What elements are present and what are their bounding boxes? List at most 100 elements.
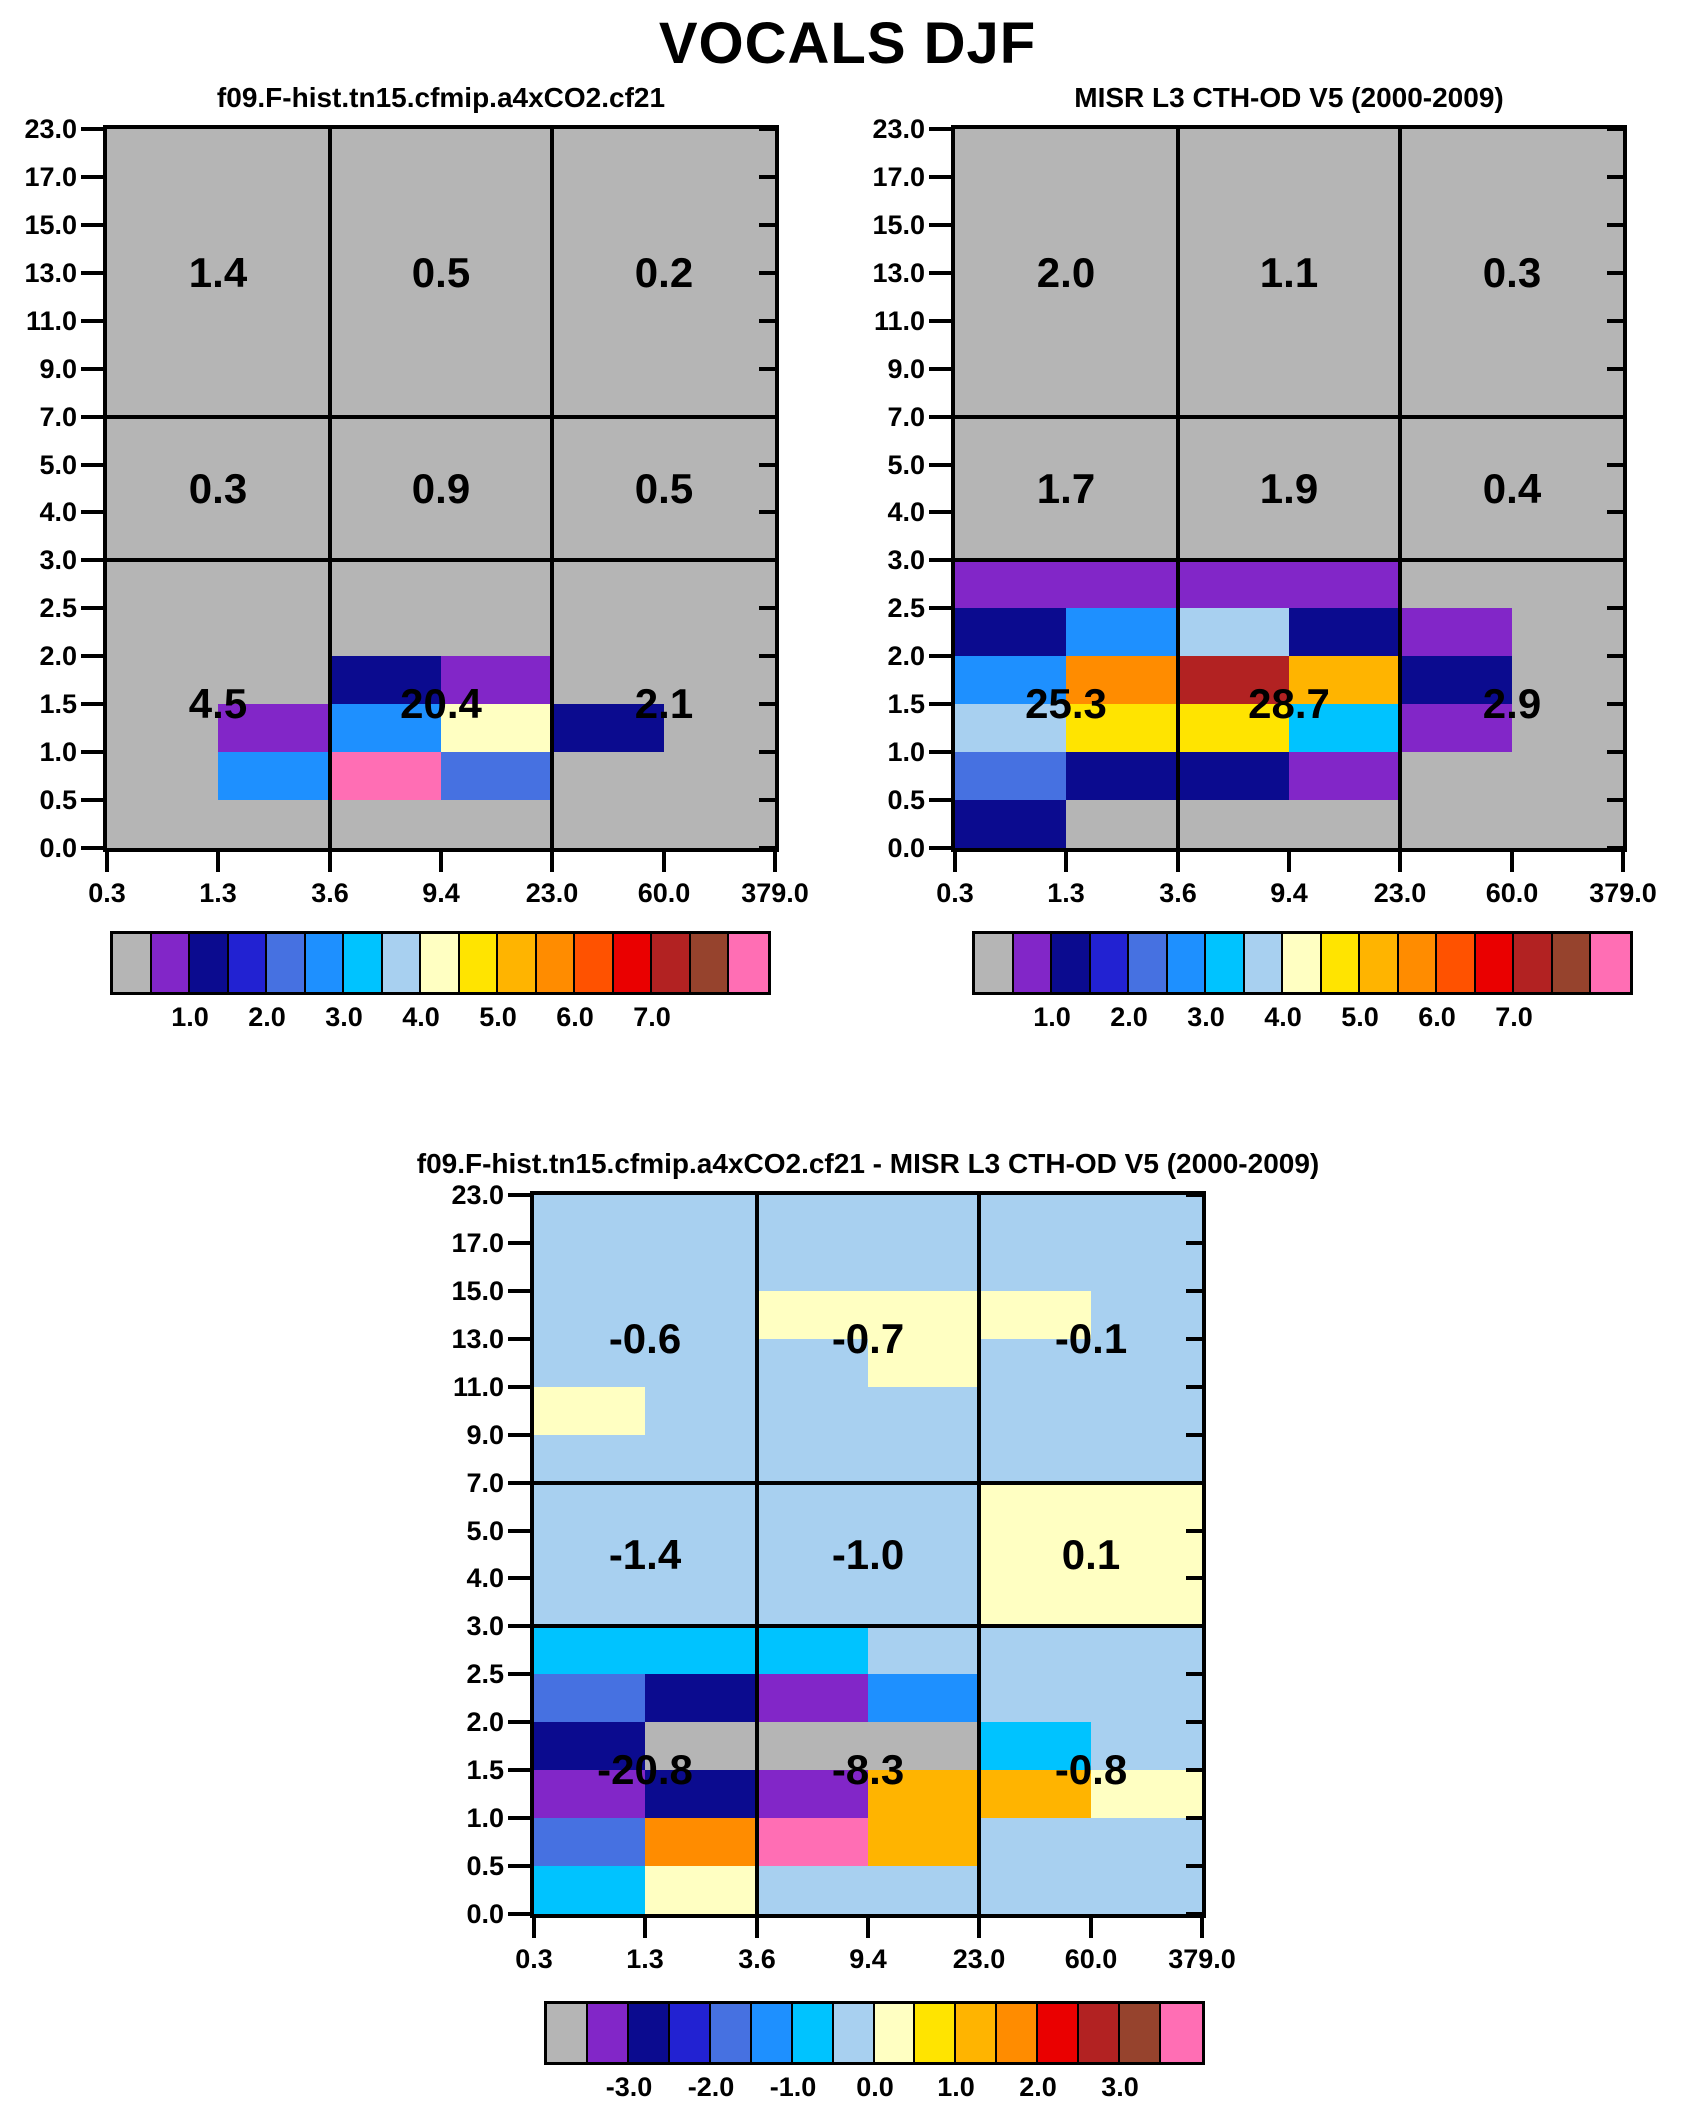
heatmap-cell [1066,417,1178,465]
y-axis-tick [508,1481,530,1485]
heatmap-cell [664,608,775,656]
heatmap-cell [552,512,664,560]
heatmap-cell [955,608,1066,656]
y-axis-tick-inner [759,271,775,275]
colorbar-tick-label: 4.0 [402,1002,440,1032]
y-axis-tick-inner [759,750,775,754]
y-axis-tick-inner [1186,1720,1202,1724]
y-axis-tick [929,558,951,562]
heatmap-cell [552,129,664,177]
heatmap-cell [1289,225,1400,273]
y-axis-tick-inner [1607,223,1623,227]
colorbar-box [997,2004,1038,2062]
heatmap-cell [1512,321,1623,369]
y-axis-tick-inner [1186,1672,1202,1676]
heatmap-cell [534,1866,645,1914]
colorbar-tick-label: 7.0 [633,1002,671,1032]
heatmap-cell [868,1866,979,1914]
heatmap-cell [757,1387,868,1435]
colorbar-box [498,934,537,992]
colorbar-box [1052,934,1091,992]
heatmap-cell [664,129,775,177]
colorbar-box [691,934,729,992]
heatmap-cell [979,1866,1091,1914]
y-axis-tick [508,1624,530,1628]
block-divider-vertical [1176,129,1180,848]
heatmap-cell [330,800,441,848]
heatmap-cell [868,1578,979,1626]
x-axis-tick [755,1918,759,1938]
y-axis-tick [508,1289,530,1293]
x-axis-tick [105,852,109,872]
y-axis-tick-inner [1607,319,1623,323]
block-value: -8.3 [831,1746,905,1793]
heatmap-cell [534,1626,645,1674]
heatmap-cell [868,1243,979,1291]
colorbar-box [588,2004,629,2062]
heatmap-cell [534,1578,645,1626]
colorbar-tick-label: 1.0 [171,1002,209,1032]
figure-title: VOCALS DJF [658,11,1037,76]
y-tick-label: 2.0 [39,641,77,671]
y-tick-label: 11.0 [25,306,77,336]
x-axis-tick [1621,852,1625,872]
heatmap-cell [330,752,441,800]
colorbar-tick-label: 6.0 [1418,1002,1456,1032]
heatmap-cell [955,177,1066,225]
colorbar-box [1079,2004,1120,2062]
colorbar-box [575,934,614,992]
block-value: -0.8 [1054,1746,1128,1793]
plot-border [951,125,1627,852]
block-value: 1.4 [188,249,248,296]
heatmap-cell [107,465,218,512]
y-axis-tick [81,846,103,850]
y-axis-tick-inner [1607,463,1623,467]
heatmap-cell [552,560,664,608]
heatmap-cell [664,369,775,417]
heatmap-cell [868,1387,979,1435]
x-axis-tick [773,852,777,872]
heatmap-cell [1091,1531,1202,1578]
y-axis-tick [929,654,951,658]
colorbar-tick-label: 5.0 [479,1002,517,1032]
y-tick-label: 11.0 [452,1372,504,1402]
heatmap-cell [107,177,218,225]
heatmap-cell [1178,273,1289,321]
block-value: -0.1 [1054,1315,1128,1362]
heatmap-cell [645,1866,757,1914]
colorbar-box [152,934,190,992]
y-tick-label: 1.5 [466,1755,504,1785]
heatmap-cell [664,704,775,752]
y-axis-tick [929,702,951,706]
y-axis-tick [81,367,103,371]
heatmap-cell [645,1722,757,1770]
colorbar-border [544,2001,1205,2065]
heatmap-cell [107,512,218,560]
y-tick-label: 1.0 [39,737,77,767]
heatmap-cell [1066,369,1178,417]
heatmap-cell [868,1435,979,1483]
heatmap-cell [1400,608,1512,656]
heatmap-cell [1512,225,1623,273]
x-axis-tick [1064,852,1068,872]
colorbar-box [421,934,460,992]
y-axis-tick [508,1433,530,1437]
y-tick-label: 5.0 [466,1516,504,1546]
heatmap-cell [441,752,552,800]
block-divider-horizontal [955,558,1623,562]
heatmap-cell [534,1770,645,1818]
heatmap-cell [1289,417,1400,465]
heatmap-cell [1178,465,1289,512]
heatmap-cell [1289,704,1400,752]
heatmap-cell [107,369,218,417]
heatmap-cell [218,704,330,752]
y-axis-tick [929,846,951,850]
plot-border [530,1191,1206,1918]
y-axis-tick-inner [759,319,775,323]
block-divider-vertical [328,129,332,848]
heatmap-cell [218,321,330,369]
colorbar-box [1399,934,1437,992]
colorbar-tick-label: -2.0 [687,2072,735,2102]
heatmap-cell [1178,800,1289,848]
